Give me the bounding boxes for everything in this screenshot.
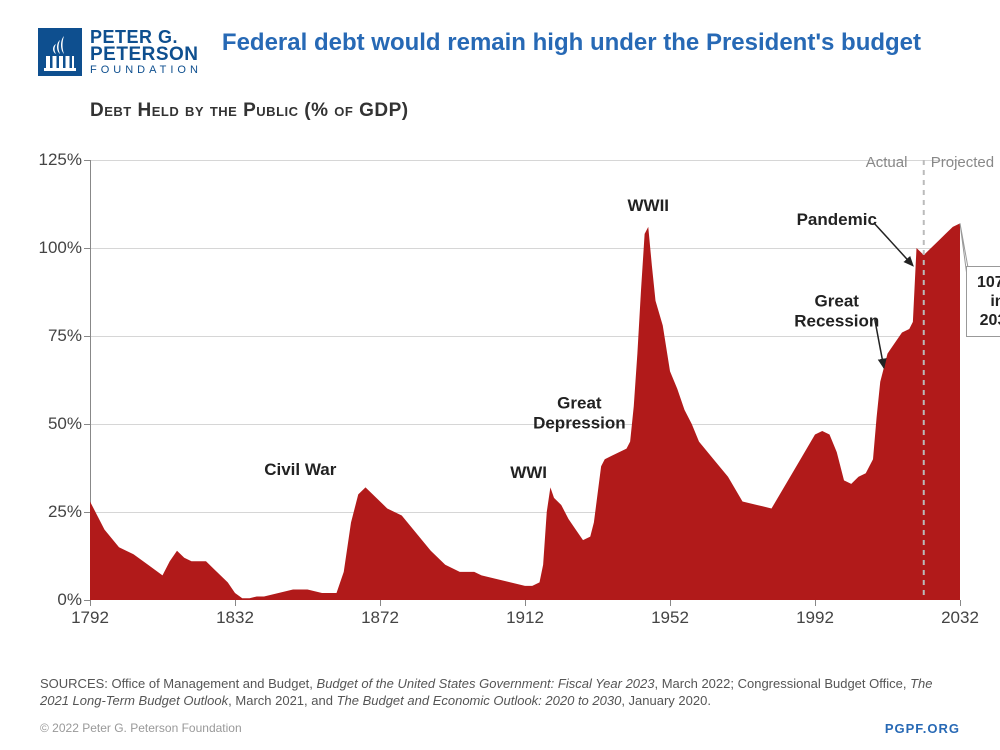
annotation-label: Pandemic: [797, 210, 877, 230]
y-axis-label: 50%: [48, 414, 82, 434]
annotation-label: GreatDepression: [533, 394, 626, 433]
chart: 0%25%50%75%100%125%179218321872191219521…: [40, 160, 960, 630]
logo-icon: [38, 28, 82, 76]
y-axis-label: 100%: [39, 238, 82, 258]
x-axis-label: 2032: [941, 608, 979, 628]
chart-subtitle: Debt Held by the Public (% of GDP): [0, 76, 1000, 122]
x-axis-label: 1792: [71, 608, 109, 628]
pgpf-link[interactable]: PGPF.ORG: [885, 721, 960, 736]
logo: PETER G. PETERSON FOUNDATION: [38, 28, 202, 76]
y-axis-label: 75%: [48, 326, 82, 346]
y-axis-label: 0%: [57, 590, 82, 610]
x-axis-label: 1952: [651, 608, 689, 628]
y-axis-label: 25%: [48, 502, 82, 522]
x-axis-label: 1872: [361, 608, 399, 628]
annotation-label: Civil War: [264, 460, 336, 480]
projected-label: Projected: [931, 154, 994, 171]
logo-text-line3: FOUNDATION: [90, 65, 202, 76]
chart-title: Federal debt would remain high under the…: [222, 28, 921, 58]
callout-box: 107%in 2032: [966, 266, 1000, 338]
header: PETER G. PETERSON FOUNDATION Federal deb…: [0, 0, 1000, 76]
annotation-label: GreatRecession: [794, 292, 879, 331]
logo-text-line2: PETERSON: [90, 45, 202, 64]
sources-text: SOURCES: Office of Management and Budget…: [40, 675, 960, 710]
actual-label: Actual: [866, 154, 908, 171]
x-axis-label: 1832: [216, 608, 254, 628]
area-series: [90, 223, 960, 600]
annotation-label: WWII: [627, 196, 669, 216]
y-axis-label: 125%: [39, 150, 82, 170]
footer: © 2022 Peter G. Peterson Foundation PGPF…: [40, 721, 960, 736]
copyright-text: © 2022 Peter G. Peterson Foundation: [40, 721, 242, 736]
x-axis-label: 1992: [796, 608, 834, 628]
annotation-label: WWI: [510, 463, 547, 483]
x-axis-label: 1912: [506, 608, 544, 628]
